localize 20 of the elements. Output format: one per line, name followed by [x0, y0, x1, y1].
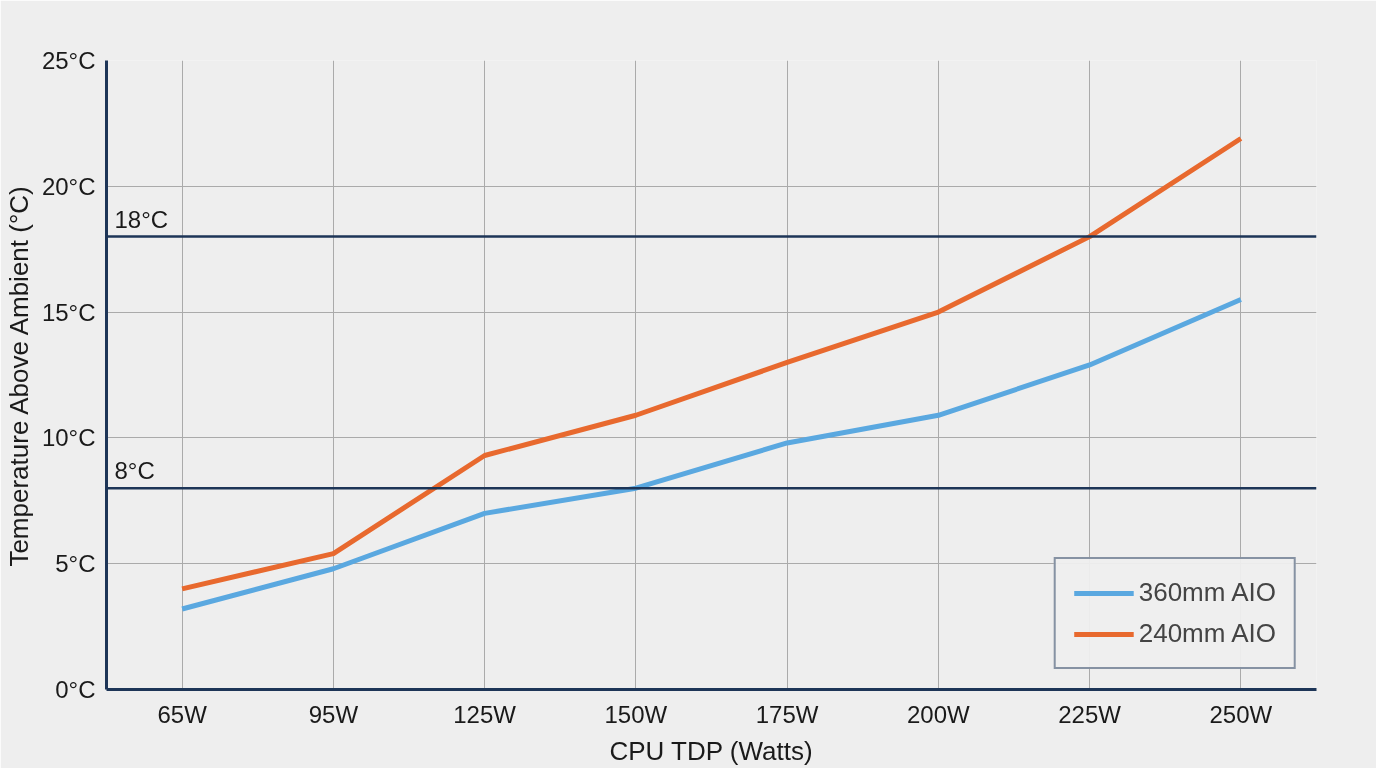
legend-label: 240mm AIO	[1138, 618, 1276, 649]
x-tick-label: 200W	[907, 700, 971, 728]
y-tick-label: 0°C	[55, 676, 96, 703]
y-tick-label: 25°C	[41, 47, 96, 74]
ref-line-label: 8°C	[114, 457, 155, 485]
y-tick-label: 10°C	[41, 424, 96, 452]
y-axis-title: Temperature Above Ambient (°C)	[3, 186, 34, 567]
x-axis-title: CPU TDP (Watts)	[609, 735, 813, 766]
x-tick-label: 65W	[157, 700, 208, 728]
y-tick-label: 15°C	[41, 298, 96, 326]
y-tick-label: 20°C	[41, 172, 96, 200]
ref-line-label: 18°C	[114, 205, 169, 233]
x-tick-label: 225W	[1058, 700, 1122, 728]
x-tick-label: 175W	[755, 700, 819, 728]
x-tick-label: 95W	[308, 700, 359, 728]
y-tick-label: 5°C	[55, 550, 96, 578]
legend-label: 360mm AIO	[1138, 577, 1276, 608]
x-tick-label: 125W	[453, 700, 517, 728]
x-tick-label: 150W	[604, 700, 668, 728]
x-tick-label: 250W	[1209, 700, 1273, 728]
